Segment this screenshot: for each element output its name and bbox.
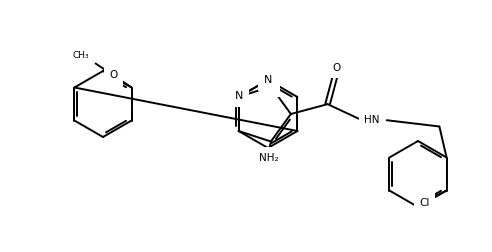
Text: Cl: Cl	[419, 198, 430, 207]
Text: HN: HN	[364, 115, 379, 125]
Text: S: S	[267, 81, 275, 91]
Text: N: N	[264, 75, 272, 85]
Text: CH₃: CH₃	[73, 51, 90, 60]
Text: N: N	[235, 91, 244, 101]
Text: O: O	[332, 63, 340, 73]
Text: O: O	[109, 71, 118, 80]
Text: NH₂: NH₂	[259, 152, 278, 163]
